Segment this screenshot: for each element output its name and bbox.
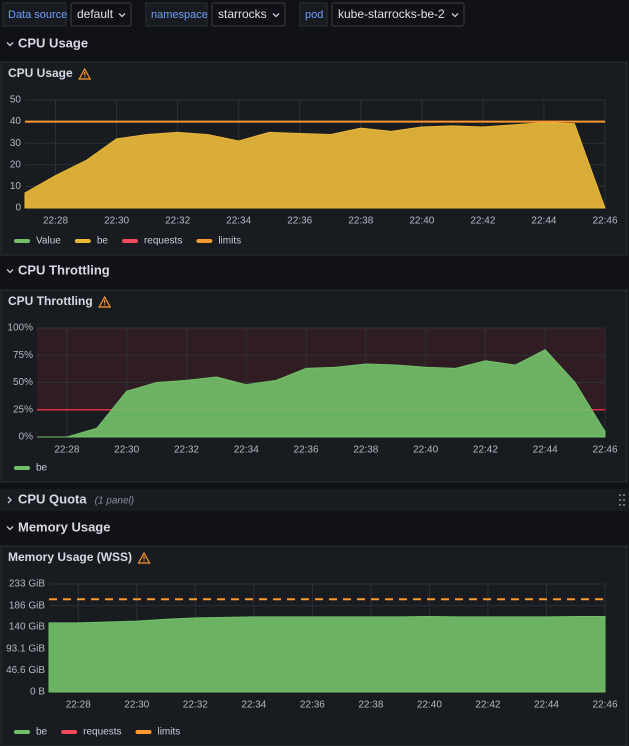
variable-label: Data source <box>8 9 67 21</box>
x-tick-label: 22:44 <box>531 216 556 227</box>
x-tick-label: 22:36 <box>287 216 312 227</box>
legend-label[interactable]: Value <box>36 236 61 247</box>
drag-handle[interactable] <box>619 504 621 506</box>
drag-handle[interactable] <box>619 494 621 496</box>
row-title[interactable]: CPU Quota <box>18 491 87 506</box>
legend-label[interactable]: requests <box>144 236 182 247</box>
variable-value[interactable]: kube-starrocks-be-2 <box>338 7 445 21</box>
x-tick-label: 22:46 <box>592 700 617 711</box>
drag-handle[interactable] <box>623 499 625 501</box>
series-area <box>48 615 606 693</box>
x-tick-label: 22:34 <box>226 216 251 227</box>
variable-value[interactable]: starrocks <box>218 7 267 21</box>
warning-icon[interactable] <box>78 67 92 80</box>
panel-title: CPU Throttling <box>8 294 93 308</box>
chevron <box>6 526 14 531</box>
y-tick-label: 25% <box>13 404 33 415</box>
x-tick-label: 22:32 <box>183 700 208 711</box>
variable-label-box <box>299 2 328 27</box>
drag-handle[interactable] <box>619 499 621 501</box>
warning-icon[interactable] <box>137 551 151 564</box>
variable-select[interactable] <box>211 2 286 27</box>
row-title[interactable]: CPU Usage <box>18 35 88 50</box>
x-tick-label: 22:40 <box>417 700 442 711</box>
x-tick-label: 22:34 <box>234 445 259 456</box>
series-area <box>37 349 606 438</box>
y-tick-label: 0% <box>19 432 34 443</box>
x-tick-label: 22:36 <box>294 445 319 456</box>
x-tick-label: 22:30 <box>124 700 149 711</box>
variable-label: pod <box>305 9 323 21</box>
collapsed-row <box>0 489 629 511</box>
x-tick-label: 22:30 <box>114 445 139 456</box>
y-tick-label: 50 <box>10 95 22 106</box>
variable-select[interactable] <box>70 2 132 27</box>
variable-select[interactable] <box>331 2 465 27</box>
y-tick-label: 40 <box>10 116 22 127</box>
panel-title: Memory Usage (WSS) <box>8 550 132 564</box>
legend-label[interactable]: limits <box>157 727 180 738</box>
x-tick-label: 22:44 <box>534 700 559 711</box>
y-tick-label: 93.1 GiB <box>6 643 45 654</box>
y-tick-label: 50% <box>13 377 33 388</box>
drag-handle[interactable] <box>623 504 625 506</box>
y-tick-label: 233 GiB <box>9 579 45 590</box>
warning-icon[interactable] <box>98 295 112 308</box>
x-tick-label: 22:42 <box>475 700 500 711</box>
y-tick-label: 10 <box>10 181 22 192</box>
y-tick-label: 140 GiB <box>9 622 45 633</box>
x-tick-label: 22:38 <box>358 700 383 711</box>
x-tick-label: 22:40 <box>409 216 434 227</box>
variable-label-box <box>2 2 67 27</box>
legend-label[interactable]: be <box>97 236 109 247</box>
chevron <box>6 42 14 47</box>
x-tick-label: 22:42 <box>470 216 495 227</box>
y-tick-label: 0 <box>15 203 21 214</box>
row-title[interactable]: Memory Usage <box>18 519 110 534</box>
y-tick-label: 0 B <box>30 687 45 698</box>
x-tick-label: 22:28 <box>43 216 68 227</box>
chevron <box>118 13 126 18</box>
x-tick-label: 22:32 <box>165 216 190 227</box>
x-tick-label: 22:28 <box>54 445 79 456</box>
legend-label[interactable]: limits <box>218 236 241 247</box>
variable-label-box <box>145 2 208 27</box>
x-tick-label: 22:38 <box>348 216 373 227</box>
chevron <box>451 13 459 18</box>
row-title[interactable]: CPU Throttling <box>18 262 110 277</box>
y-tick-label: 100% <box>7 323 33 334</box>
x-tick-label: 22:46 <box>592 216 617 227</box>
panel-title: CPU Usage <box>8 66 73 80</box>
legend-label[interactable]: be <box>36 727 48 738</box>
series-area <box>24 122 606 209</box>
x-tick-label: 22:44 <box>533 445 558 456</box>
x-tick-label: 22:28 <box>66 700 91 711</box>
x-tick-label: 22:30 <box>104 216 129 227</box>
row-note: (1 panel) <box>95 496 134 507</box>
y-tick-label: 20 <box>10 159 22 170</box>
variable-value[interactable]: default <box>77 7 114 21</box>
chevron <box>272 13 280 18</box>
chevron <box>7 496 12 504</box>
y-tick-label: 30 <box>10 138 22 149</box>
drag-handle[interactable] <box>623 494 625 496</box>
chevron <box>6 269 14 274</box>
x-tick-label: 22:32 <box>174 445 199 456</box>
y-tick-label: 75% <box>13 350 33 361</box>
x-tick-label: 22:46 <box>592 445 617 456</box>
x-tick-label: 22:40 <box>413 445 438 456</box>
variable-label: namespace <box>151 9 208 21</box>
x-tick-label: 22:34 <box>241 700 266 711</box>
x-tick-label: 22:38 <box>353 445 378 456</box>
legend-label[interactable]: be <box>36 463 48 474</box>
y-tick-label: 186 GiB <box>9 600 45 611</box>
x-tick-label: 22:36 <box>300 700 325 711</box>
legend-label[interactable]: requests <box>83 727 121 738</box>
x-tick-label: 22:42 <box>473 445 498 456</box>
y-tick-label: 46.6 GiB <box>6 665 45 676</box>
